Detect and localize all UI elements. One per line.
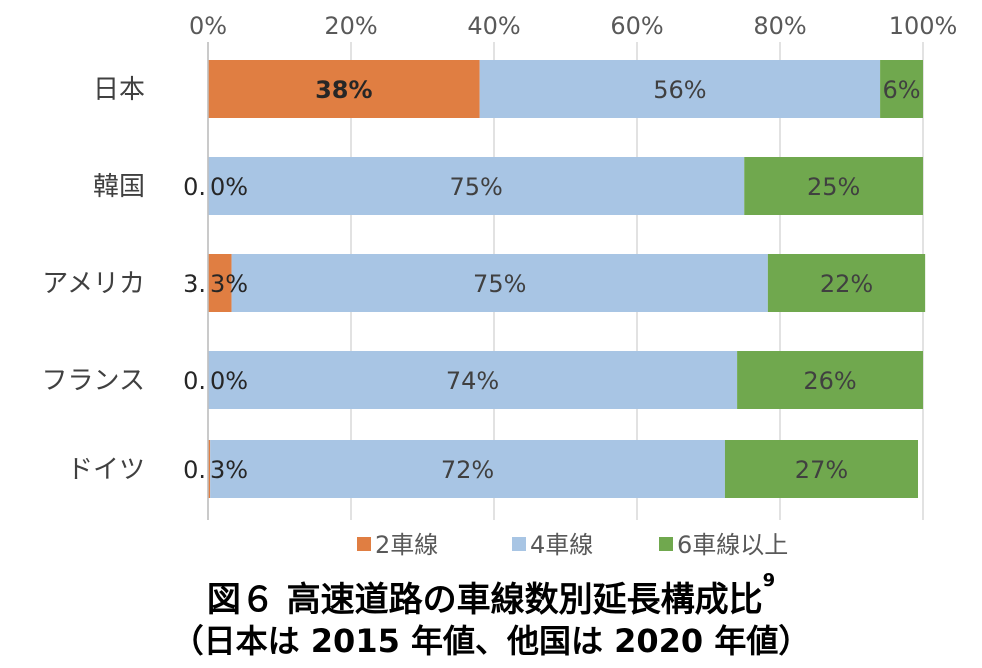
data-label: 56% [653, 76, 706, 104]
legend-swatch [357, 537, 371, 551]
category-label: フランス [42, 366, 145, 396]
caption-title-text: 図６ 高速道路の車線数別延長構成比 [206, 580, 763, 620]
x-tick-label: 80% [753, 12, 806, 40]
data-label: 0. [183, 456, 206, 484]
data-label: 74% [446, 367, 499, 395]
data-label: 38% [315, 76, 372, 104]
x-tick-label: 40% [467, 12, 520, 40]
bar-segment [208, 254, 232, 312]
data-label: 0% [210, 173, 248, 201]
data-label: 22% [820, 270, 873, 298]
data-label: 3. [183, 270, 206, 298]
bar-segment [737, 351, 923, 409]
bar-segment [208, 157, 745, 215]
bar-segment [208, 351, 738, 409]
legend-swatch [659, 537, 673, 551]
category-label: アメリカ [42, 269, 145, 299]
legend-label: 2車線 [375, 531, 438, 559]
data-label: 27% [795, 456, 848, 484]
x-tick-label: 20% [324, 12, 377, 40]
data-label: 75% [449, 173, 502, 201]
figure-caption-title: 図６ 高速道路の車線数別延長構成比9 [0, 570, 982, 621]
legend-label: 6車線以上 [677, 531, 788, 559]
bar-segment [880, 60, 923, 118]
legend-swatch [512, 537, 526, 551]
x-tick-label: 0% [189, 12, 227, 40]
data-label: 75% [473, 270, 526, 298]
data-label: 3% [210, 270, 248, 298]
data-label: 0. [183, 367, 206, 395]
data-label: 3% [210, 456, 248, 484]
bar-segment [208, 440, 211, 498]
bar-segment [210, 440, 725, 498]
data-label: 26% [803, 367, 856, 395]
data-label: 72% [441, 456, 494, 484]
figure-caption-note: （日本は 2015 年値、他国は 2020 年値） [171, 622, 811, 660]
x-tick-label: 100% [889, 12, 958, 40]
legend-label: 4車線 [530, 531, 593, 559]
data-label: 0. [183, 173, 206, 201]
bar-segment [231, 254, 768, 312]
bar-segment [724, 440, 918, 498]
x-tick-label: 60% [610, 12, 663, 40]
bar-segment [767, 254, 926, 312]
bar-segment [479, 60, 881, 118]
category-label: 韓国 [93, 172, 145, 202]
data-label: 0% [210, 367, 248, 395]
caption-footnote-ref: 9 [762, 570, 776, 591]
bar-segment [744, 157, 923, 215]
data-label: 25% [807, 173, 860, 201]
data-label: 6% [883, 76, 921, 104]
category-label: ドイツ [67, 455, 145, 485]
bar-segment [208, 60, 480, 118]
category-label: 日本 [93, 75, 145, 105]
